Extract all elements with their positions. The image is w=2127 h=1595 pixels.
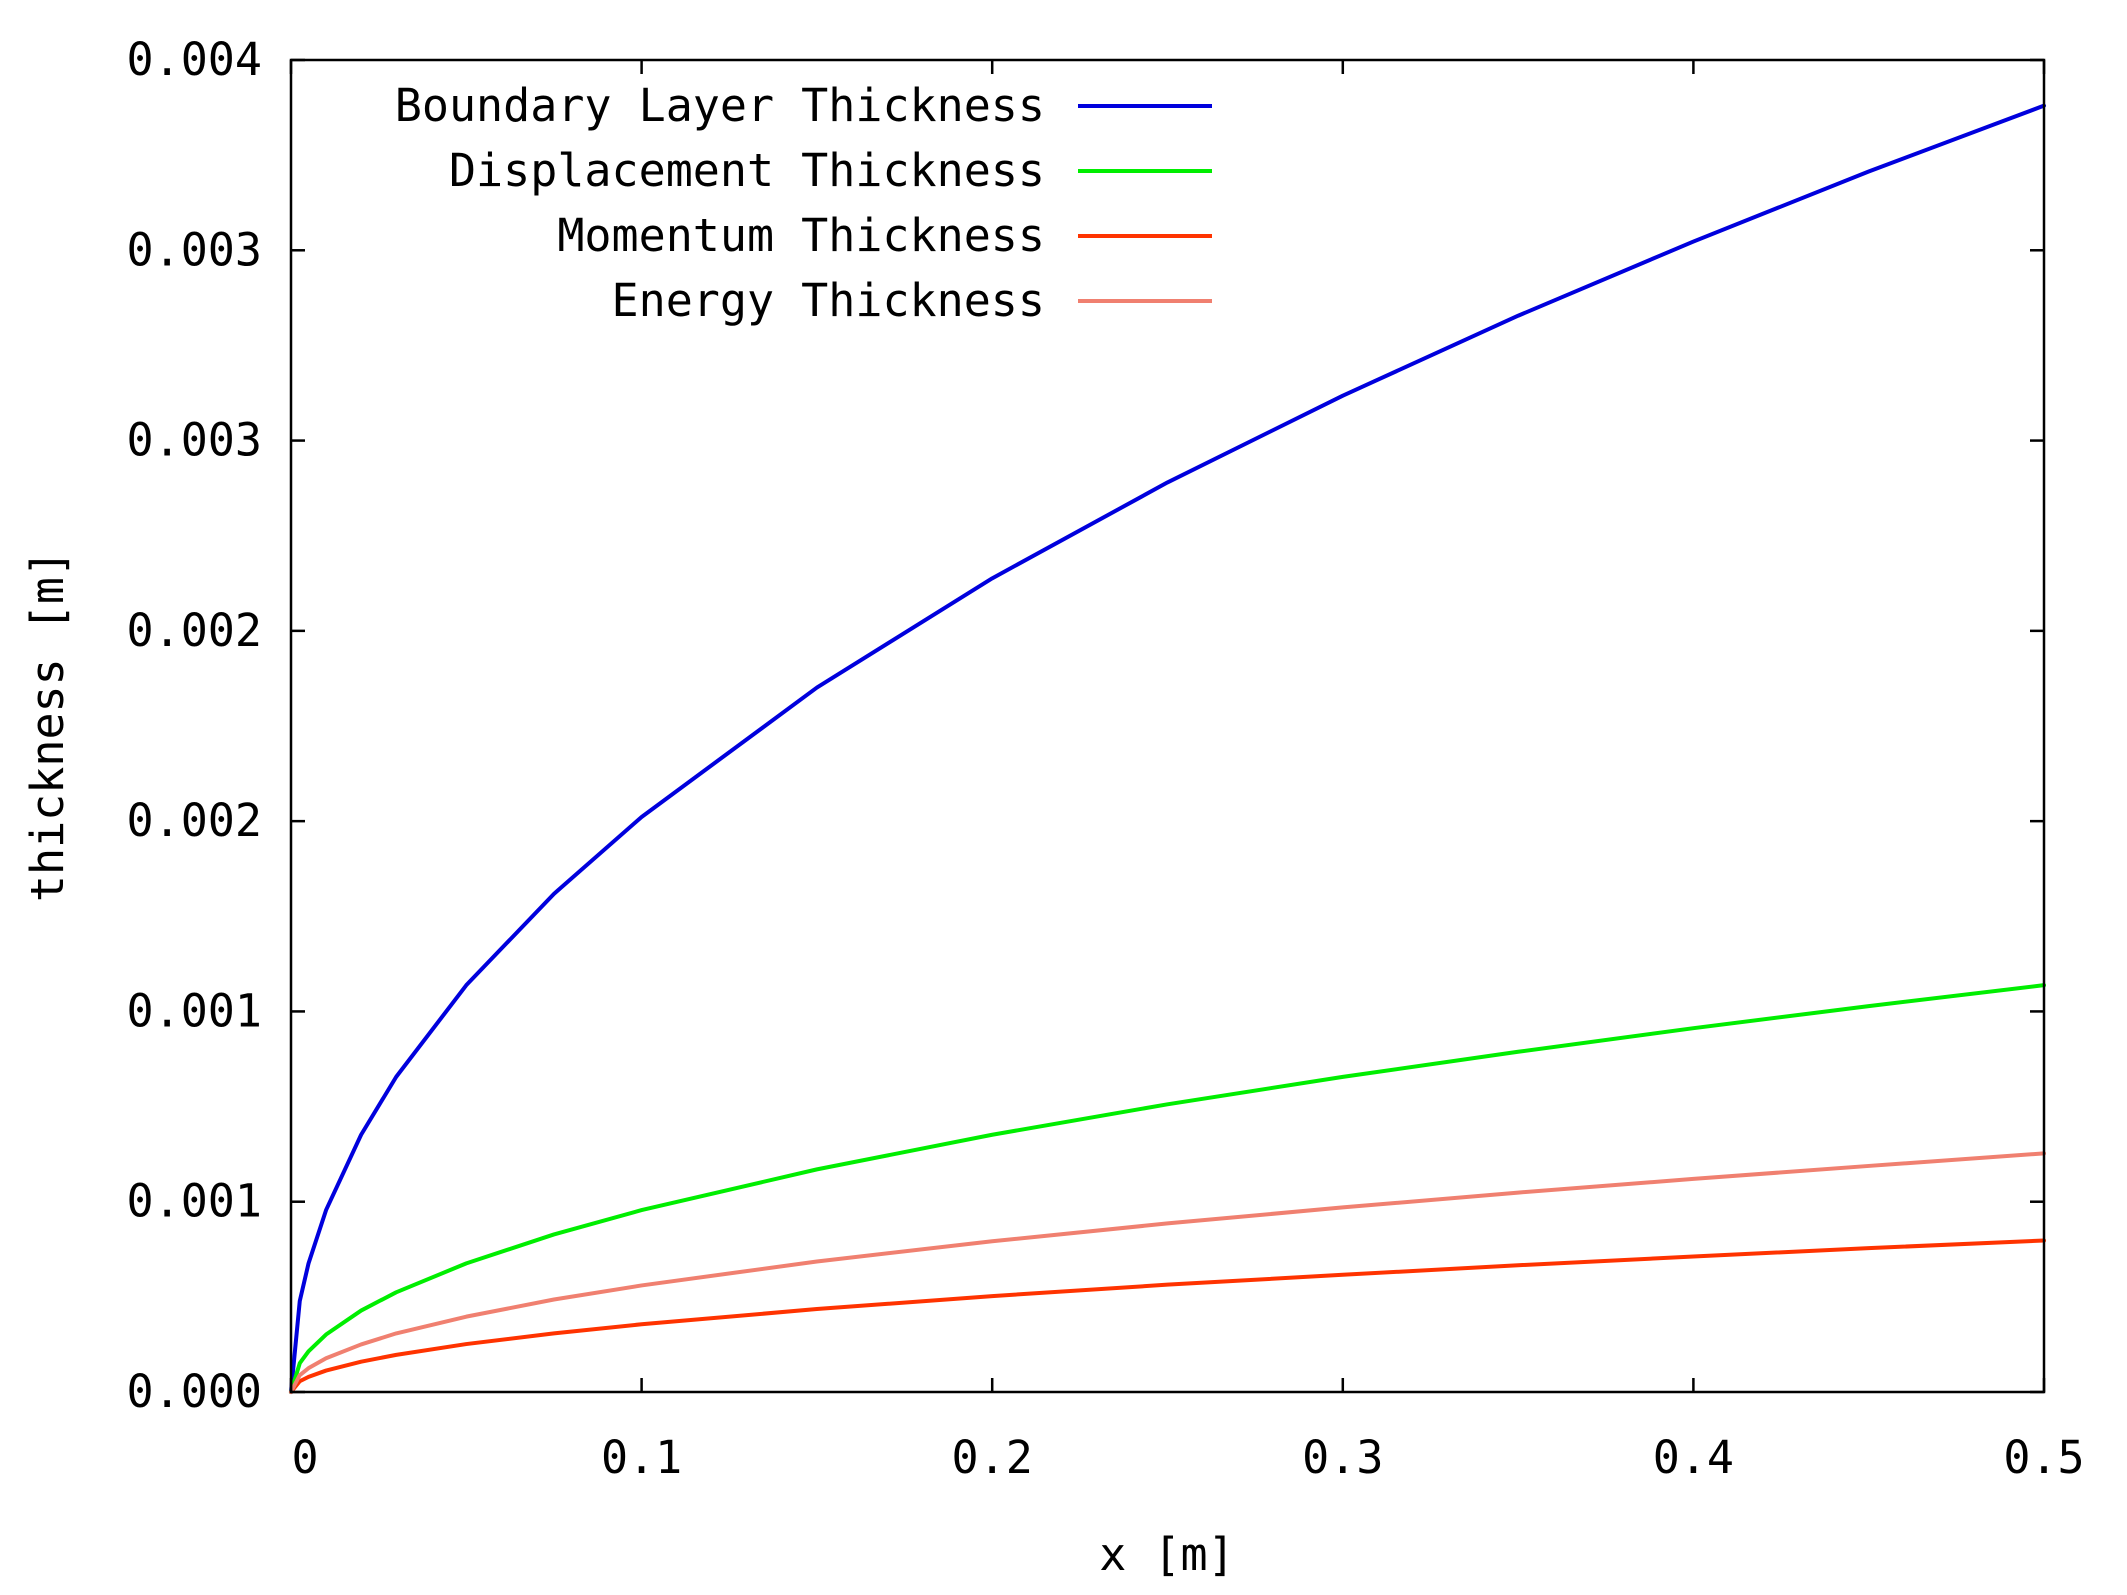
series-line-3 [289, 1238, 2046, 1394]
y-tick-label: 0.001 [127, 984, 262, 1037]
series-layer [289, 103, 2046, 1394]
x-tick-label: 0.1 [601, 1431, 682, 1484]
series-line-2 [289, 983, 2046, 1394]
series-line-4 [289, 1151, 2046, 1394]
x-tick-label: 0.2 [952, 1431, 1033, 1484]
y-tick-label: 0.001 [127, 1175, 262, 1228]
y-tick-label: 0.000 [127, 1365, 262, 1418]
y-tick-label: 0.002 [127, 794, 262, 847]
y-tick-label: 0.004 [127, 33, 262, 86]
legend-label: Displacement Thickness [449, 144, 1045, 197]
legend-label: Boundary Layer Thickness [395, 79, 1045, 132]
legend-label: Momentum Thickness [557, 209, 1045, 262]
plot-frame [289, 58, 2046, 1394]
series-line-1 [289, 103, 2046, 1394]
y-tick-label: 0.002 [127, 604, 262, 657]
legend: Boundary Layer Thickness Displacement Thi… [395, 79, 1212, 327]
y-axis-title: thickness [m] [21, 550, 74, 902]
x-axis-title: x [m] [1099, 1528, 1234, 1581]
x-tick-label: 0.3 [1302, 1431, 1383, 1484]
tick-layer: 0 0.1 0.2 0.3 0.4 0.5 0.000 0.001 0.001 0.002 0.00… [127, 33, 2085, 1484]
legend-label: Energy Thickness [612, 274, 1045, 327]
y-tick-label: 0.003 [127, 223, 262, 276]
y-tick-label: 0.003 [127, 414, 262, 467]
x-tick-label: 0 [291, 1431, 318, 1484]
x-tick-label: 0.4 [1653, 1431, 1734, 1484]
x-tick-label: 0.5 [2003, 1431, 2084, 1484]
